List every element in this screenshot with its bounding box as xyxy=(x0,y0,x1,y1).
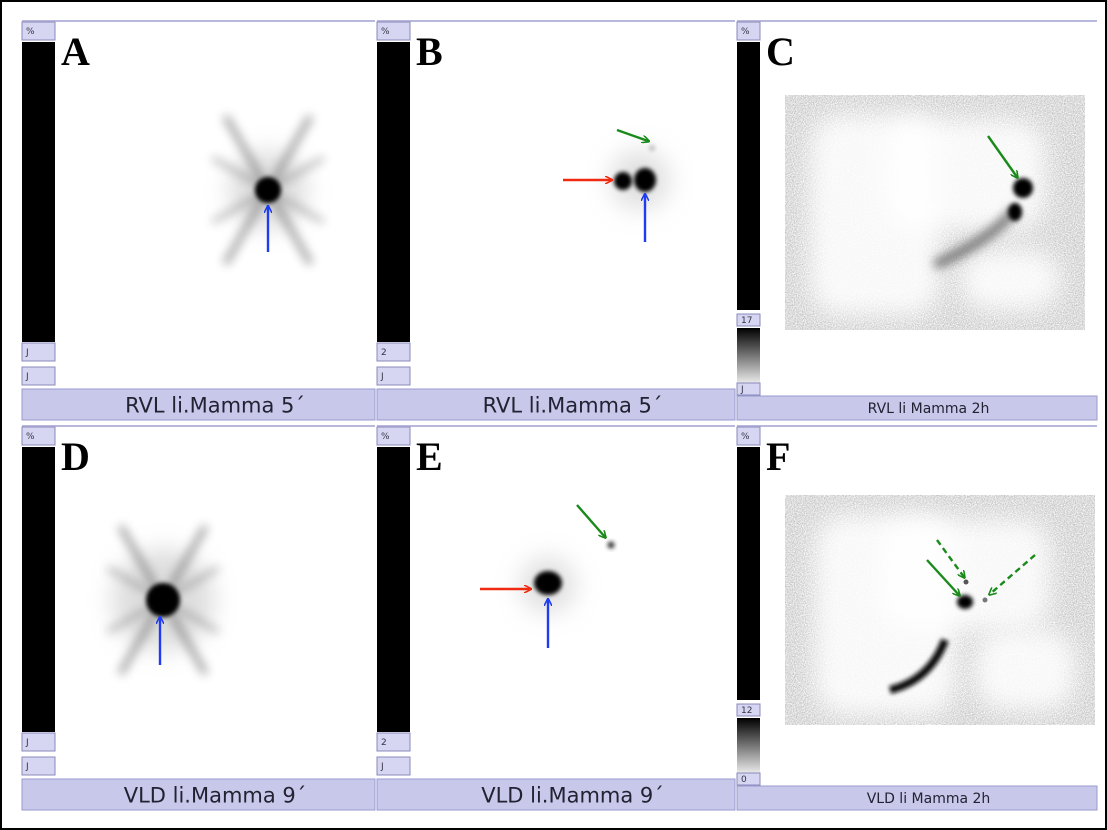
figure: % J J RVL li.Mamma 5´ A% 2 J RVL li.Mamma 5´ B% 1… xyxy=(0,0,1107,830)
caption: RVL li.Mamma 5´ xyxy=(483,394,663,418)
hotspot xyxy=(614,172,632,190)
caption: RVL li.Mamma 5´ xyxy=(125,394,305,418)
scale-label: % xyxy=(381,27,390,37)
scale-label: 0 xyxy=(741,775,747,785)
hotspot xyxy=(255,177,281,203)
scale-label: J xyxy=(25,762,29,772)
color-scale-bar xyxy=(22,447,55,732)
hotspot xyxy=(146,583,180,617)
hotspot xyxy=(1013,178,1033,198)
caption: VLD li.Mamma 9´ xyxy=(124,784,307,808)
scale-label: 12 xyxy=(741,706,752,716)
color-scale-bar xyxy=(737,42,760,310)
scale-label: J xyxy=(380,372,384,382)
scale-label: J xyxy=(25,738,29,748)
caption: RVL li Mamma 2h xyxy=(868,401,990,417)
scan-clear xyxy=(880,520,1050,630)
scan-clear xyxy=(975,630,1075,710)
scale-label: J xyxy=(380,762,384,772)
scale-label: % xyxy=(741,27,750,37)
color-scale-bar xyxy=(22,42,55,342)
hotspot xyxy=(534,571,562,595)
gradient-bar xyxy=(737,328,760,388)
panel-letter: C xyxy=(766,29,795,74)
scale-label: 2 xyxy=(381,738,387,748)
panel-letter: B xyxy=(416,29,443,74)
panel-letter: F xyxy=(766,434,790,479)
color-scale-bar xyxy=(377,447,410,732)
scale-label: J xyxy=(25,348,29,358)
spot xyxy=(964,580,969,585)
scale-label: 17 xyxy=(741,316,752,326)
caption: VLD li.Mamma 9´ xyxy=(481,784,664,808)
scale-label: J xyxy=(740,385,744,395)
panel-background xyxy=(377,425,735,810)
panel-background xyxy=(377,20,735,420)
scale-label: % xyxy=(741,432,750,442)
scale-label: 2 xyxy=(381,348,387,358)
scale-label: % xyxy=(381,432,390,442)
panel-letter: E xyxy=(416,434,443,479)
hotspot xyxy=(634,168,656,192)
hotspot xyxy=(1008,203,1022,221)
panel-letter: D xyxy=(61,434,90,479)
scale-label: % xyxy=(26,432,35,442)
hotspot xyxy=(957,595,973,609)
scale-label: % xyxy=(26,27,35,37)
scale-label: J xyxy=(25,372,29,382)
color-scale-bar xyxy=(377,42,410,342)
caption: VLD li Mamma 2h xyxy=(867,791,991,807)
spot xyxy=(983,598,988,603)
scan-clear xyxy=(960,250,1060,310)
spot xyxy=(649,145,655,151)
color-scale-bar xyxy=(737,447,760,700)
spot xyxy=(608,542,615,549)
panel-letter: A xyxy=(61,29,90,74)
gradient-bar xyxy=(737,718,760,778)
